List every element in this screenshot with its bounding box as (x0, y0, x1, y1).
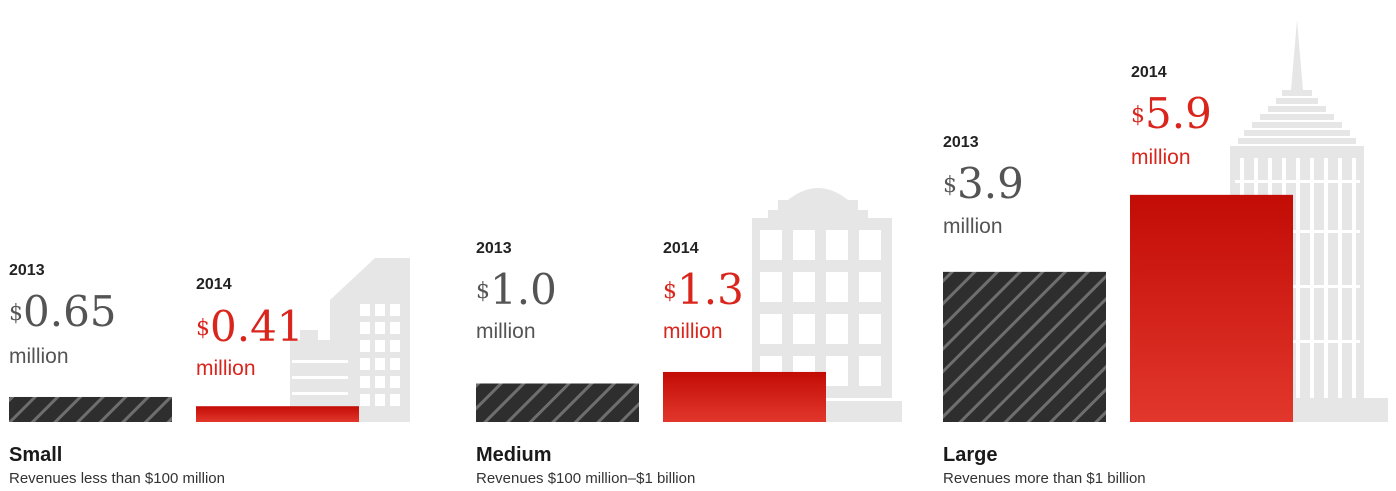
year-2013-medium: 2013 (476, 240, 512, 257)
small-building-icon (290, 258, 410, 422)
value-2013-large: $3.9 (943, 162, 1024, 206)
bars (9, 194, 1293, 422)
currency-symbol: $ (943, 173, 957, 198)
year-2013-small: 2013 (9, 262, 45, 279)
unit-2014-small: million (196, 357, 256, 380)
year-2014-large: 2014 (1131, 64, 1167, 81)
value-text: 3.9 (957, 159, 1024, 208)
value-text: 1.3 (677, 265, 744, 314)
currency-symbol: $ (663, 279, 677, 304)
bar-small-2014 (196, 406, 359, 422)
value-text: 0.65 (23, 287, 117, 336)
category-desc-small: Revenues less than $100 million (9, 470, 225, 487)
bar-medium-2014 (663, 371, 826, 422)
year-2014-medium: 2014 (663, 240, 699, 257)
value-2014-large: $5.9 (1131, 92, 1212, 136)
value-2014-medium: $1.3 (663, 268, 744, 312)
category-label-small: Small (9, 444, 63, 466)
bar-overlay-small (196, 406, 359, 422)
value-text: 0.41 (210, 302, 304, 351)
value-text: 5.9 (1145, 89, 1212, 138)
currency-symbol: $ (196, 316, 210, 341)
unit-2014-medium: million (663, 320, 723, 343)
year-2014-small: 2014 (196, 276, 232, 293)
bar-large-2013 (943, 271, 1106, 422)
currency-symbol: $ (476, 279, 490, 304)
category-desc-large: Revenues more than $1 billion (943, 470, 1146, 487)
value-2013-small: $0.65 (9, 290, 117, 334)
category-label-medium: Medium (476, 444, 552, 466)
currency-symbol: $ (9, 301, 23, 326)
bar-overlay-medium (663, 372, 826, 422)
category-desc-medium: Revenues $100 million–$1 billion (476, 470, 696, 487)
bar-overlay-large (1130, 195, 1293, 422)
bar-medium-2013 (476, 383, 639, 422)
unit-2014-large: million (1131, 146, 1191, 169)
category-label-large: Large (943, 444, 998, 466)
unit-2013-medium: million (476, 320, 536, 343)
unit-2013-small: million (9, 345, 69, 368)
value-text: 1.0 (490, 265, 557, 314)
bar-large-2014 (1130, 194, 1293, 422)
bar-small-2013 (9, 396, 172, 422)
value-2013-medium: $1.0 (476, 268, 557, 312)
currency-symbol: $ (1131, 103, 1145, 128)
year-2013-large: 2013 (943, 134, 979, 151)
value-2014-small: $0.41 (196, 305, 304, 349)
unit-2013-large: million (943, 215, 1003, 238)
